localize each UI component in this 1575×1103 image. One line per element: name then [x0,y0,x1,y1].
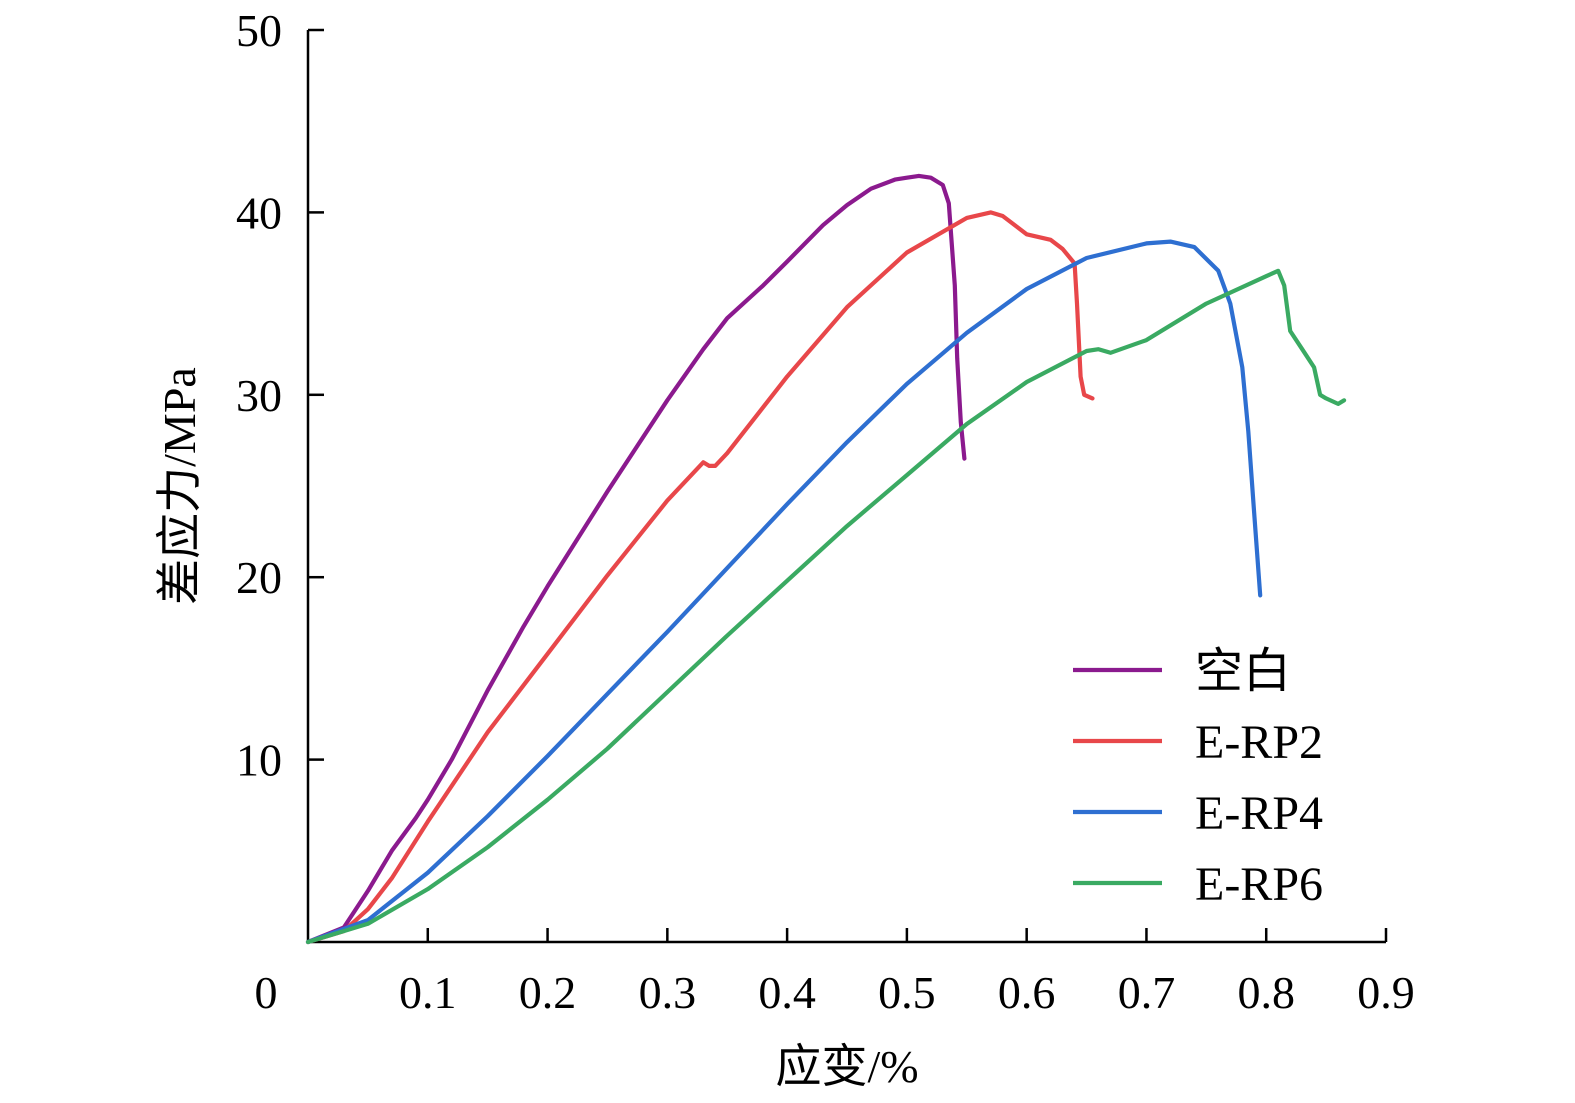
y-tick-label: 40 [236,187,282,238]
y-tick-label: 20 [236,552,282,603]
series-line-1 [305,210,1095,945]
y-tick-label: 30 [236,370,282,421]
x-tick-label: 0.1 [399,967,457,1018]
series-line-3 [305,268,1347,945]
x-axis-title: 应变/% [775,1041,918,1092]
series-line-0 [305,173,967,945]
legend-label-3: E-RP6 [1195,858,1323,911]
x-tick-label: 0.6 [998,967,1056,1018]
legend: 空白 E-RP2 E-RP4 E-RP6 [1073,645,1323,911]
legend-label-0: 空白 [1195,645,1291,698]
x-tick-label: 0.9 [1357,967,1415,1018]
ticks: 0 0.1 0.2 0.3 0.4 0.5 0.6 0.7 0.8 0.9 10 20 30 40 50 [236,5,1415,1018]
x-tick-label: 0.8 [1237,967,1295,1018]
x-tick-label: 0.7 [1118,967,1176,1018]
legend-label-2: E-RP4 [1195,787,1323,840]
y-axis-title: 差应力/MPa [154,367,205,605]
x-tick-label: 0.5 [878,967,936,1018]
x-tick-label: 0.4 [758,967,816,1018]
x-tick-label: 0.2 [519,967,577,1018]
legend-label-1: E-RP2 [1195,716,1323,769]
series-line-2 [305,239,1263,945]
axes [306,30,1386,944]
y-tick-label: 50 [236,5,282,56]
x-tick-label: 0.3 [639,967,697,1018]
series-lines [305,173,1347,945]
x-tick-label: 0 [255,967,278,1018]
y-tick-label: 10 [236,735,282,786]
